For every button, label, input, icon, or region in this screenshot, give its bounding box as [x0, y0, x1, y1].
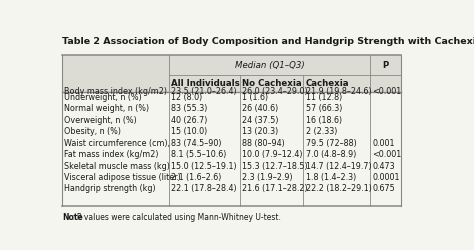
Text: 10.0 (7.9–12.4): 10.0 (7.9–12.4) — [242, 150, 302, 159]
Text: 22.2 (18.2–29.1): 22.2 (18.2–29.1) — [306, 184, 372, 194]
Text: Body mass index (kg/m2): Body mass index (kg/m2) — [64, 87, 167, 96]
Text: 26 (40.6): 26 (40.6) — [242, 104, 278, 113]
Text: 0.001: 0.001 — [373, 139, 395, 148]
Text: 1 (1.6): 1 (1.6) — [242, 93, 268, 102]
Text: 11 (12.8): 11 (12.8) — [306, 93, 342, 102]
Text: Median (Q1–Q3): Median (Q1–Q3) — [235, 61, 305, 70]
Text: 16 (18.6): 16 (18.6) — [306, 116, 342, 125]
Text: 21.6 (17.1–28.2): 21.6 (17.1–28.2) — [242, 184, 308, 194]
Bar — [62, 75, 401, 92]
Text: 40 (26.7): 40 (26.7) — [172, 116, 208, 125]
Text: 12 (8.0): 12 (8.0) — [172, 93, 202, 102]
Text: Table 2 Association of Body Composition and Handgrip Strength with Cachexia: Table 2 Association of Body Composition … — [62, 37, 474, 46]
Text: Underweight, n (%): Underweight, n (%) — [64, 93, 142, 102]
Text: Handgrip strength (kg): Handgrip strength (kg) — [64, 184, 156, 194]
Text: 2.1 (1.6–2.6): 2.1 (1.6–2.6) — [172, 173, 222, 182]
Text: 57 (66.3): 57 (66.3) — [306, 104, 342, 113]
Text: Overweight, n (%): Overweight, n (%) — [64, 116, 137, 125]
Text: Obesity, n (%): Obesity, n (%) — [64, 127, 121, 136]
Text: Cachexia: Cachexia — [306, 79, 349, 88]
Text: 1.8 (1.4–2.3): 1.8 (1.4–2.3) — [306, 173, 356, 182]
Text: 8.1 (5.5–10.6): 8.1 (5.5–10.6) — [172, 150, 227, 159]
Text: 15 (10.0): 15 (10.0) — [172, 127, 208, 136]
Text: : P values were calculated using Mann-Whitney U-test.: : P values were calculated using Mann-Wh… — [72, 212, 281, 222]
Text: P: P — [383, 61, 389, 70]
Text: <0.001: <0.001 — [373, 150, 402, 159]
Text: 21.9 (19.8–24.6): 21.9 (19.8–24.6) — [306, 87, 371, 96]
Text: 26.0 (23.4–29.0): 26.0 (23.4–29.0) — [242, 87, 308, 96]
Text: Visceral adipose tissue (liter): Visceral adipose tissue (liter) — [64, 173, 181, 182]
Text: 83 (55.3): 83 (55.3) — [172, 104, 208, 113]
Text: 79.5 (72–88): 79.5 (72–88) — [306, 139, 356, 148]
Text: 22.1 (17.8–28.4): 22.1 (17.8–28.4) — [172, 184, 237, 194]
Text: 0.0001: 0.0001 — [373, 173, 400, 182]
Text: 15.0 (12.5–19.1): 15.0 (12.5–19.1) — [172, 162, 237, 170]
Text: 14.7 (12.4–19.7): 14.7 (12.4–19.7) — [306, 162, 371, 170]
Text: 2 (2.33): 2 (2.33) — [306, 127, 337, 136]
Text: 0.675: 0.675 — [373, 184, 395, 194]
Text: No Cachexia: No Cachexia — [242, 79, 301, 88]
Text: Fat mass index (kg/m2): Fat mass index (kg/m2) — [64, 150, 159, 159]
Text: Normal weight, n (%): Normal weight, n (%) — [64, 104, 149, 113]
Text: <0.001: <0.001 — [373, 87, 402, 96]
Text: 0.473: 0.473 — [373, 162, 395, 170]
Text: All Individuals: All Individuals — [172, 79, 240, 88]
Text: 88 (80–94): 88 (80–94) — [242, 139, 285, 148]
Text: 83 (74.5–90): 83 (74.5–90) — [172, 139, 222, 148]
Text: Note: Note — [62, 212, 83, 222]
Text: Skeletal muscle mass (kg): Skeletal muscle mass (kg) — [64, 162, 170, 170]
Bar — [62, 55, 401, 75]
Text: 13 (20.3): 13 (20.3) — [242, 127, 278, 136]
Text: 2.3 (1.9–2.9): 2.3 (1.9–2.9) — [242, 173, 292, 182]
Text: Waist circumference (cm),: Waist circumference (cm), — [64, 139, 170, 148]
Text: 7.0 (4.8–8.9): 7.0 (4.8–8.9) — [306, 150, 356, 159]
Text: 15.3 (12.7–18.5): 15.3 (12.7–18.5) — [242, 162, 308, 170]
Text: 23.5 (21.0–26.4): 23.5 (21.0–26.4) — [172, 87, 237, 96]
Text: 24 (37.5): 24 (37.5) — [242, 116, 279, 125]
